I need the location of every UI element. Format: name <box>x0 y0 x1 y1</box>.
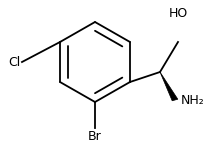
Text: Br: Br <box>88 130 102 143</box>
Text: HO: HO <box>168 7 188 20</box>
Text: Cl: Cl <box>9 55 21 69</box>
Text: NH₂: NH₂ <box>180 93 204 106</box>
Polygon shape <box>160 72 178 101</box>
